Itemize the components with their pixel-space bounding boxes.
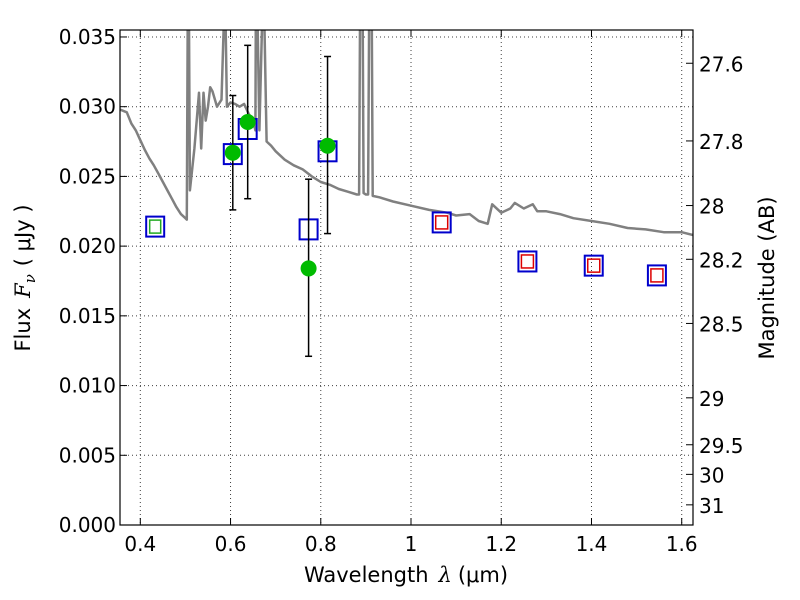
x-tick-label: 1.4 [576,532,608,556]
y2-tick-label: 31 [699,494,724,518]
observed-square-marker [145,215,166,238]
x-tick-label: 0.8 [305,532,337,556]
data-point-circle [300,260,317,277]
observed-square-marker [431,211,452,234]
y2-tick-label: 28.2 [699,248,744,272]
model-square-marker [434,215,449,230]
x-tick-label: 0.4 [124,532,156,556]
model-square-marker [650,268,664,283]
observed-square-marker [646,264,667,287]
x-tick-label: 1 [405,532,418,556]
data-point-circle [224,144,241,161]
y2-tick-label: 27.8 [699,130,744,154]
y-tick-label: 0.035 [59,25,116,49]
y-tick-label: 0.020 [59,234,116,258]
y2-tick-label: 28 [699,195,724,219]
x-tick-label: 1.2 [485,532,517,556]
y-axis-label: FluxFν( μJy ) [11,204,39,351]
y2-tick-label: 28.5 [699,312,744,336]
data-point-circle [319,137,336,154]
y-tick-label: 0.015 [59,304,116,328]
observed-square-marker [517,250,538,273]
y2-tick-label: 30 [699,463,724,487]
y-tick-label: 0.000 [59,513,116,537]
observed-square-marker [583,254,604,277]
y-tick-label: 0.010 [59,374,116,398]
grid [120,30,693,525]
y2-tick-label: 27.6 [699,52,744,76]
model-square-marker [586,258,601,273]
axes-frame [119,29,694,526]
model-square-marker [148,219,162,234]
ticks: 0.4 0.6 0.8 1 1.2 1.4 1.6 0.000 0.005 0.010 0.015 0… [59,25,744,556]
y2-tick-label: 29.5 [699,434,744,458]
markers [145,44,667,358]
y-tick-label: 0.005 [59,443,116,467]
y2-tick-label: 29 [699,387,724,411]
x-tick-label: 1.6 [666,532,698,556]
plot-area [120,30,693,237]
y2-axis-label: Magnitude (AB) [755,196,779,359]
data-point-circle [239,114,256,131]
x-tick-label: 0.6 [215,532,247,556]
model-square-marker [520,254,535,269]
x-axis-label: Wavelength λ (μm) [304,563,508,587]
y-tick-label: 0.030 [59,95,116,119]
y-tick-label: 0.025 [59,164,116,188]
template-spectrum-line [120,30,693,237]
